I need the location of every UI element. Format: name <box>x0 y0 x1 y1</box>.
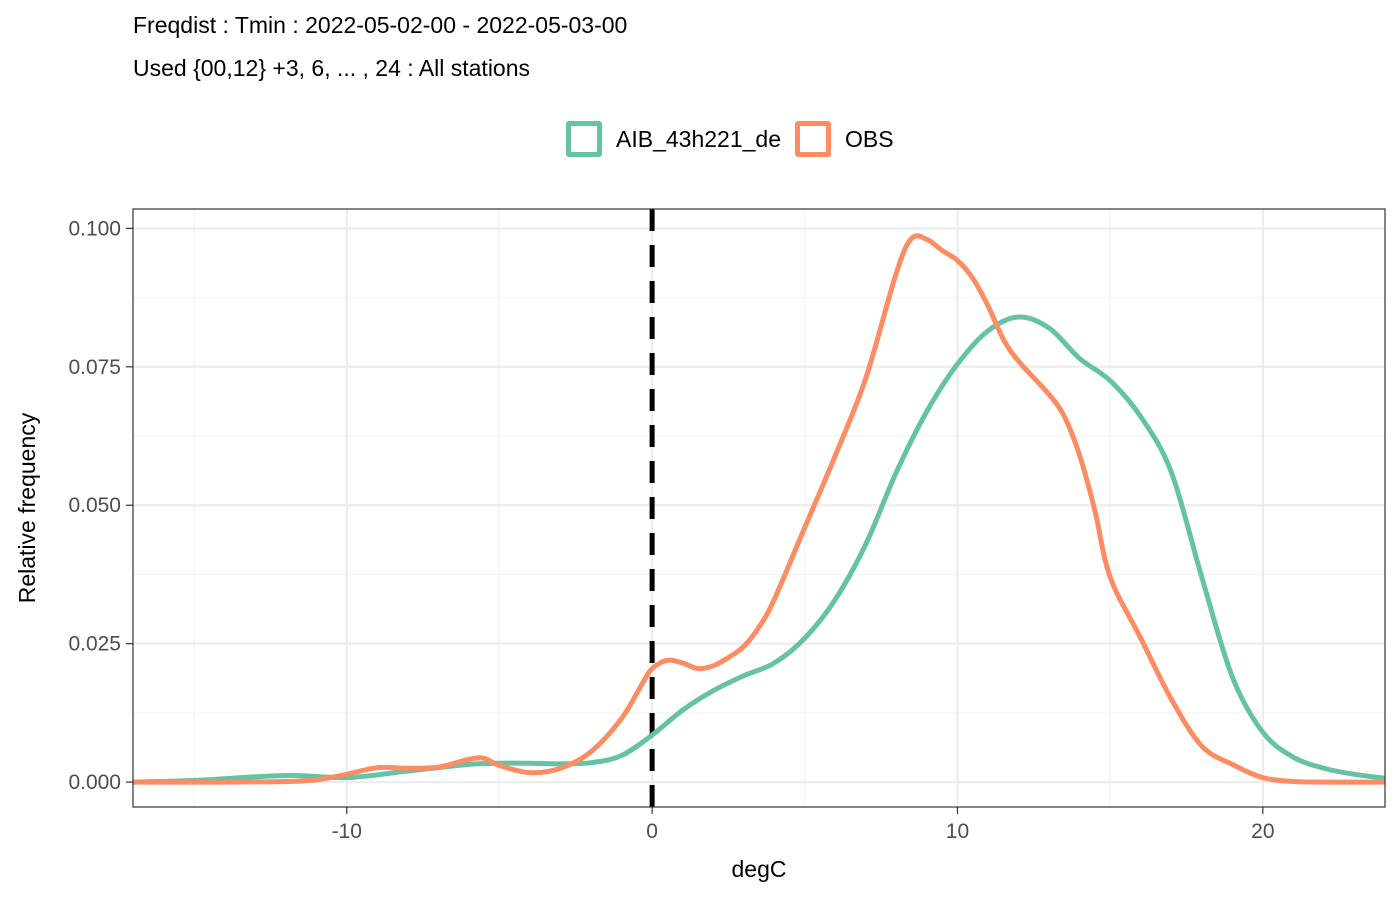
legend-key-obs <box>795 121 831 157</box>
series-lines <box>132 233 1386 785</box>
legend-key-model <box>566 121 602 157</box>
chart-title: Freqdist : Tmin : 2022-05-02-00 - 2022-0… <box>133 12 628 38</box>
x-tick-label: 10 <box>946 820 969 843</box>
legend-item-obs: OBS <box>795 121 894 157</box>
y-tick-label: 0.000 <box>68 771 121 794</box>
legend-label-model: AIB_43h221_de <box>616 125 781 152</box>
x-tick-label: 20 <box>1251 820 1274 843</box>
x-tick-label: -10 <box>332 820 362 843</box>
y-axis: 0.000 0.025 0.050 0.075 0.100 <box>68 217 133 794</box>
panel-border <box>132 208 1386 808</box>
y-tick-label: 0.050 <box>68 494 121 517</box>
legend-item-model: AIB_43h221_de <box>566 121 781 157</box>
legend-label-obs: OBS <box>845 125 894 152</box>
y-tick-label: 0.025 <box>68 633 121 656</box>
x-tick-label: 0 <box>646 820 658 843</box>
y-axis-title: Relative frequency <box>14 412 40 603</box>
y-tick-label: 0.075 <box>68 356 121 379</box>
x-axis: -10 0 10 20 <box>332 807 1275 843</box>
series-line-model <box>132 314 1386 785</box>
y-tick-label: 0.100 <box>68 217 121 240</box>
series-line-obs <box>132 233 1386 785</box>
grid <box>133 209 1385 807</box>
x-axis-title: degC <box>732 856 787 882</box>
legend: AIB_43h221_de OBS <box>566 116 908 162</box>
chart-subtitle: Used {00,12} +3, 6, ... , 24 : All stati… <box>133 55 531 81</box>
